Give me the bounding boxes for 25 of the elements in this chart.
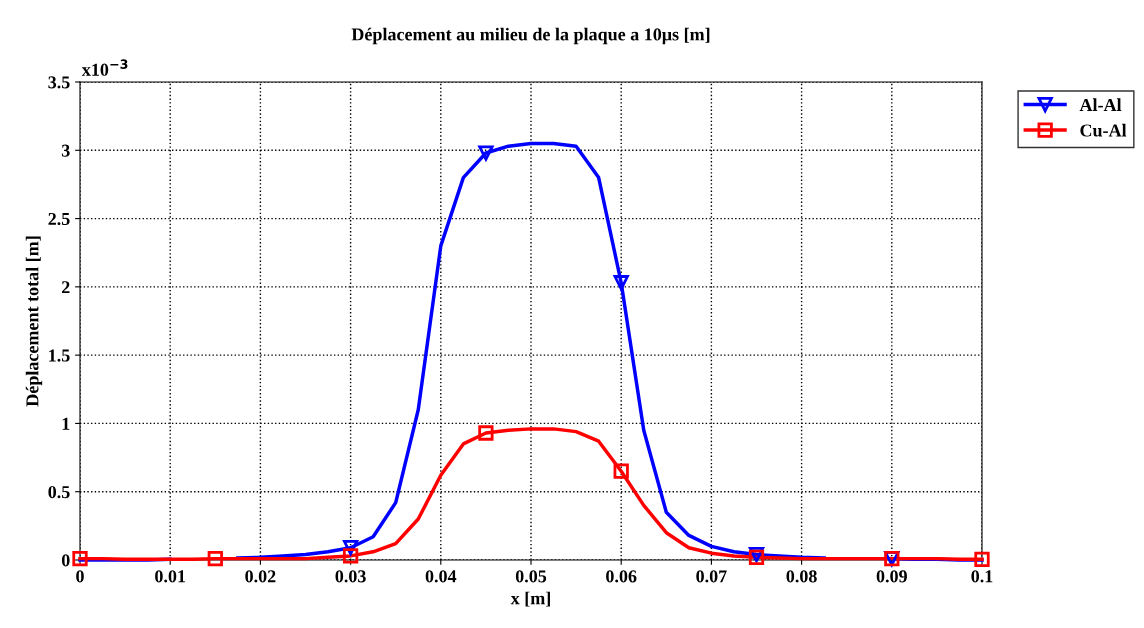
x-tick-label: 0.08 xyxy=(786,570,817,583)
y-tick-label: 2 xyxy=(62,281,70,294)
y-axis-title: Déplacement total [m] xyxy=(25,236,43,407)
x-tick-label: 0.09 xyxy=(876,570,907,583)
y-tick-label: 1 xyxy=(62,417,70,430)
x-tick-label: 0.06 xyxy=(606,570,637,583)
y-tick-label: 2.5 xyxy=(48,212,70,226)
x-tick-label: 0.01 xyxy=(155,570,186,583)
legend-label: Al-Al xyxy=(1079,98,1122,111)
legend-label: Cu-Al xyxy=(1080,123,1127,137)
y-tick-label: 0 xyxy=(61,554,70,567)
y-tick-label: 3.5 xyxy=(48,76,70,89)
x-axis-title: x [m] xyxy=(510,591,550,607)
x-tick-label: 0.03 xyxy=(335,570,366,583)
x-tick-label: 0.02 xyxy=(245,570,276,583)
x-tick-label: 0 xyxy=(76,570,84,583)
x-tick-label: 0.05 xyxy=(515,570,547,583)
y-tick-label: 1.5 xyxy=(49,349,70,362)
x-tick-label: 0.04 xyxy=(425,570,457,583)
x-tick-label: 0.1 xyxy=(971,570,993,583)
y-tick-label: 3 xyxy=(61,144,70,157)
chart-title: Déplacement au milieu de la plaque a 10μs [m] xyxy=(351,27,710,45)
y-tick-label: 0.5 xyxy=(48,485,70,499)
x-tick-label: 0.07 xyxy=(696,570,727,583)
text: x10$^{−3}$ xyxy=(81,59,128,76)
